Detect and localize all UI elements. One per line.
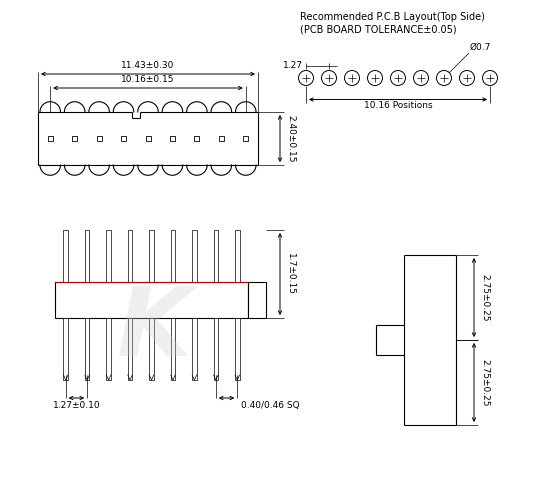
Bar <box>244 136 248 141</box>
Bar <box>235 230 240 282</box>
Text: 2.40±0.15: 2.40±0.15 <box>286 115 295 162</box>
Bar <box>63 230 68 282</box>
Bar <box>235 318 240 380</box>
Text: K: K <box>117 284 193 377</box>
Text: (PCB BOARD TOLERANCE±0.05): (PCB BOARD TOLERANCE±0.05) <box>300 25 456 35</box>
Bar <box>149 230 154 282</box>
Text: 10.16±0.15: 10.16±0.15 <box>121 75 175 84</box>
Bar <box>192 318 197 380</box>
Text: 1.7±0.15: 1.7±0.15 <box>286 253 295 295</box>
Text: 0.40/0.46 SQ: 0.40/0.46 SQ <box>241 401 300 410</box>
Bar <box>248 282 266 318</box>
Text: 1.27±0.10: 1.27±0.10 <box>52 401 100 410</box>
Circle shape <box>436 71 452 86</box>
Bar <box>55 282 248 318</box>
Circle shape <box>390 71 406 86</box>
Circle shape <box>413 71 429 86</box>
Text: 10.16 Positions: 10.16 Positions <box>364 102 432 110</box>
Bar <box>171 230 175 282</box>
Text: Recommended P.C.B Layout(Top Side): Recommended P.C.B Layout(Top Side) <box>300 12 485 22</box>
Text: 11.43±0.30: 11.43±0.30 <box>121 61 175 70</box>
Bar <box>85 318 90 380</box>
Circle shape <box>345 71 359 86</box>
Bar <box>106 230 111 282</box>
Circle shape <box>299 71 313 86</box>
Bar <box>72 136 77 141</box>
Bar <box>145 136 151 141</box>
Bar <box>121 136 126 141</box>
Bar <box>192 230 197 282</box>
Text: Ø0.7: Ø0.7 <box>470 43 491 52</box>
Circle shape <box>483 71 497 86</box>
Bar <box>106 318 111 380</box>
Text: 2.75±0.25: 2.75±0.25 <box>480 359 489 406</box>
Bar <box>128 230 132 282</box>
Bar <box>63 318 68 380</box>
Bar <box>213 230 218 282</box>
Text: 1.27: 1.27 <box>283 61 303 70</box>
Bar <box>219 136 224 141</box>
Text: 2.75±0.25: 2.75±0.25 <box>480 274 489 321</box>
Circle shape <box>460 71 474 86</box>
Bar <box>170 136 175 141</box>
Bar <box>194 136 199 141</box>
Bar <box>171 318 175 380</box>
Bar <box>97 136 102 141</box>
Bar <box>213 318 218 380</box>
Circle shape <box>367 71 383 86</box>
Bar <box>85 230 90 282</box>
Bar <box>128 318 132 380</box>
Bar <box>149 318 154 380</box>
Circle shape <box>322 71 336 86</box>
Bar <box>48 136 53 141</box>
